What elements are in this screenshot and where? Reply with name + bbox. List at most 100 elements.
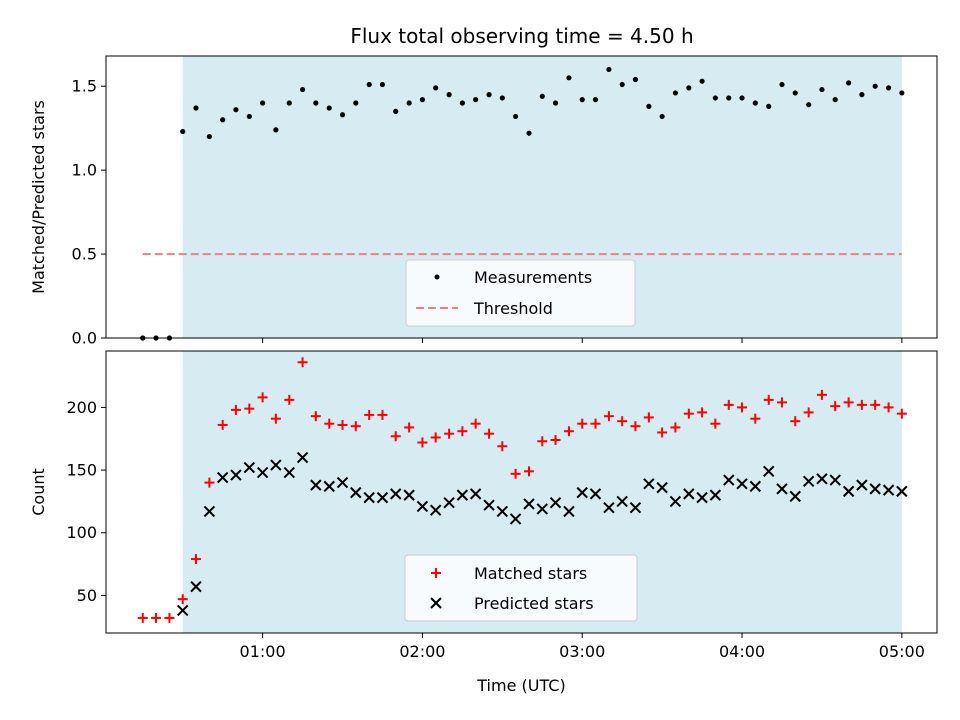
matched-point <box>417 437 428 448</box>
predicted-point <box>270 459 282 471</box>
predicted-point <box>190 580 202 593</box>
predicted-point-b <box>736 478 748 490</box>
predicted-point <box>429 504 442 516</box>
predicted-point-b <box>749 480 762 493</box>
predicted-point-b <box>563 505 575 518</box>
predicted-point-b <box>643 478 655 490</box>
predicted-point <box>723 474 735 486</box>
predicted-point <box>816 473 828 485</box>
y-tick-label: 1.0 <box>72 161 97 180</box>
measurement-point <box>393 108 399 114</box>
predicted-point <box>483 499 495 511</box>
count-legend-box <box>404 554 638 622</box>
predicted-point-b <box>496 505 509 518</box>
predicted-point-b <box>523 498 535 510</box>
measurement-point <box>486 92 492 98</box>
measurement-point <box>539 93 545 99</box>
predicted-point-b <box>390 488 402 500</box>
predicted-point-b <box>816 473 828 485</box>
predicted-point-b <box>310 479 322 491</box>
measurement-point <box>899 90 905 96</box>
predicted-point-b <box>709 489 722 501</box>
matched-point <box>563 426 574 437</box>
measurement-point <box>766 103 772 109</box>
measurement-point <box>885 85 892 91</box>
predicted-point-b <box>336 476 349 489</box>
predicted-point <box>469 488 482 500</box>
count-y-axis-label: Count <box>29 468 48 516</box>
predicted-point <box>296 451 309 464</box>
predicted-point <box>323 480 335 493</box>
ratio-y-ticks: 0.0 0.5 1.0 1.5 <box>72 77 106 348</box>
predicted-point <box>696 491 708 504</box>
y-tick-label: 100 <box>66 523 97 542</box>
measurement-point <box>552 100 559 106</box>
matched-point <box>657 427 668 438</box>
matched-point <box>856 399 867 410</box>
matched-point <box>230 404 241 415</box>
y-tick-label: 0.5 <box>72 245 97 264</box>
predicted-point-b <box>350 486 362 499</box>
matched-point <box>470 418 481 429</box>
predicted-point-b <box>469 488 482 500</box>
predicted-point <box>177 604 189 617</box>
predicted-point-b <box>190 580 202 593</box>
predicted-point-b <box>696 491 708 504</box>
measurement-point <box>659 113 665 120</box>
legend-threshold-label: Threshold <box>473 299 553 318</box>
predicted-point <box>416 500 429 513</box>
predicted-point-b <box>829 474 841 486</box>
legend-x-b <box>430 597 442 609</box>
measurement-point <box>180 128 186 135</box>
predicted-point-b <box>536 503 548 515</box>
predicted-point-b <box>323 480 335 493</box>
predicted-point <box>683 488 695 500</box>
measurement-point <box>752 100 758 106</box>
predicted-point <box>736 478 748 490</box>
measurement-point <box>712 95 718 101</box>
matched-point <box>524 466 535 477</box>
matched-point <box>603 411 614 422</box>
count-x-ticks: 01:00 02:00 03:00 04:00 05:00 <box>240 633 925 661</box>
measurement-point <box>446 92 452 98</box>
matched-point <box>577 418 588 429</box>
predicted-point <box>749 480 762 493</box>
measurement-point <box>193 105 199 111</box>
predicted-point <box>496 505 509 518</box>
measurement-point <box>233 107 239 113</box>
predicted-point <box>536 503 548 515</box>
matched-point <box>404 422 415 433</box>
predicted-point <box>390 488 402 500</box>
x-tick-label: 02:00 <box>399 642 445 661</box>
predicted-point <box>869 483 881 495</box>
measurement-point <box>619 81 625 88</box>
count-legend: Matched stars Predicted stars <box>404 554 638 622</box>
matched-point <box>137 612 148 623</box>
predicted-point <box>350 486 362 499</box>
measurement-point <box>739 95 745 101</box>
legend-measurements-marker <box>434 274 440 280</box>
ratio-marks <box>140 66 905 341</box>
matched-point <box>710 418 721 429</box>
matched-point <box>697 407 708 418</box>
matched-point <box>377 409 388 420</box>
predicted-point <box>776 483 788 495</box>
predicted-point <box>523 498 535 510</box>
measurement-point <box>379 81 386 88</box>
measurement-point <box>592 97 599 103</box>
matched-point <box>670 422 681 433</box>
predicted-point-b <box>802 475 815 488</box>
predicted-point-b <box>216 471 229 484</box>
count-y-ticks: 50 100 150 200 <box>66 398 106 605</box>
y-tick-label: 150 <box>66 461 97 480</box>
matched-point <box>790 416 801 427</box>
predicted-point <box>203 505 216 518</box>
measurement-point <box>806 102 812 108</box>
predicted-point <box>896 485 908 498</box>
predicted-point-b <box>443 496 455 509</box>
matched-point <box>737 402 748 413</box>
predicted-point-b <box>483 499 495 511</box>
predicted-point <box>882 484 895 496</box>
matched-point <box>843 397 854 408</box>
predicted-point-b <box>403 489 415 501</box>
